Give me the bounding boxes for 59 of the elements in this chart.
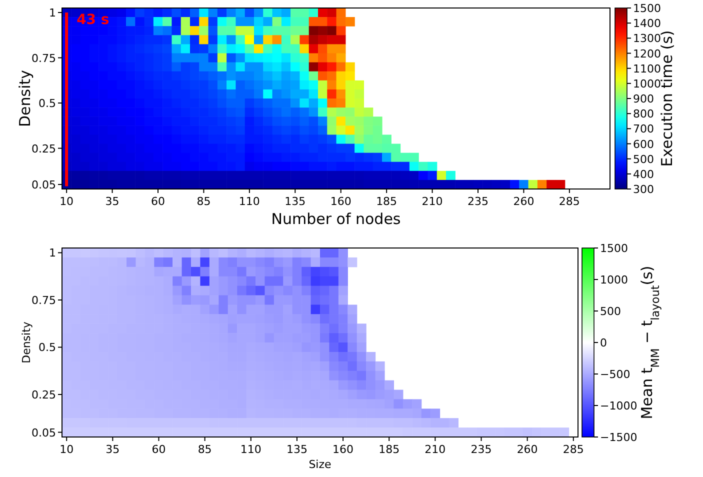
y-tick-label: 0.25 [32, 142, 56, 156]
color-bar-label: 1000 [600, 274, 628, 286]
x-tick-label: 160 [332, 443, 354, 456]
color-bar-label: 600 [633, 138, 654, 151]
x-tick-label: 185 [378, 443, 400, 456]
x-tick-label: 285 [562, 443, 584, 456]
x-tick-label: 35 [105, 195, 120, 208]
color-bar-label: 0 [600, 336, 607, 350]
x-tick-label: 110 [238, 195, 260, 208]
x-tick-label: 60 [152, 443, 166, 456]
color-bar-label: 1500 [600, 242, 628, 255]
x-axis-title: Size [308, 458, 332, 471]
color-bar-label: 1500 [633, 2, 661, 15]
color-bar-label: 1300 [633, 32, 661, 46]
x-tick-label: 110 [240, 443, 262, 456]
color-bar-label: 1100 [633, 62, 661, 76]
color-bar-label: 400 [633, 168, 654, 181]
x-tick-label: 160 [330, 195, 352, 208]
y-axis-title: Density [16, 70, 34, 128]
y-tick-label: 0.25 [32, 388, 56, 402]
color-bar-label: 900 [633, 92, 654, 106]
ref-line-label: 43 s [76, 12, 110, 28]
x-tick-label: 35 [106, 443, 120, 456]
x-tick-label: 285 [558, 195, 580, 208]
y-tick-label: 0.5 [38, 97, 56, 110]
color-bar-label: 500 [633, 152, 654, 166]
x-tick-label: 235 [468, 195, 488, 208]
color-bar-label: −500 [600, 368, 630, 381]
x-tick-label: 260 [513, 195, 534, 208]
color-bar-label: 500 [600, 305, 621, 318]
color-bar-label: 800 [633, 108, 654, 121]
x-tick-label: 85 [196, 195, 211, 208]
y-tick-label: 0.05 [32, 178, 56, 192]
x-tick-label: 135 [284, 195, 306, 208]
x-tick-label: 210 [424, 443, 446, 456]
color-bar-label: 1000 [633, 77, 661, 90]
y-tick-label: 0.75 [32, 294, 56, 307]
color-bar-label: −1500 [600, 431, 638, 444]
y-axis-title: Density [20, 321, 33, 364]
y-tick-label: 0.05 [32, 426, 56, 440]
color-bar-label: 700 [633, 122, 654, 136]
y-tick-label: 0.5 [38, 341, 56, 354]
color-bar-label: −1000 [600, 400, 638, 412]
x-tick-label: 10 [60, 195, 74, 208]
x-tick-label: 85 [198, 443, 212, 456]
x-tick-label: 135 [286, 443, 308, 456]
color-bar-label: 1400 [633, 17, 661, 30]
x-tick-label: 10 [60, 443, 74, 456]
color-bar-label: 300 [633, 183, 654, 196]
y-tick-label: 1 [49, 6, 56, 20]
x-axis-title: Number of nodes [271, 210, 401, 228]
x-tick-label: 60 [151, 195, 165, 208]
x-tick-label: 210 [422, 195, 443, 208]
y-tick-label: 1 [49, 246, 56, 260]
x-tick-label: 235 [470, 443, 492, 456]
x-tick-label: 185 [376, 195, 398, 208]
x-tick-label: 260 [516, 443, 538, 456]
y-tick-label: 0.75 [32, 52, 56, 65]
color-bar-label: 1200 [633, 47, 661, 60]
